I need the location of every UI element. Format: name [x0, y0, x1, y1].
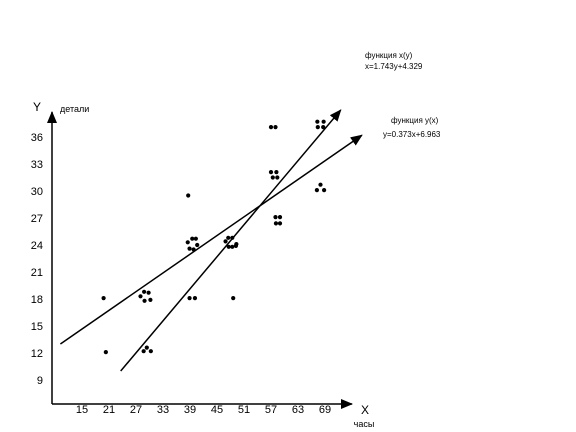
y-tick-labels: 9 12 15 18 21 24 27 30 33 36 [31, 132, 43, 387]
data-point [268, 125, 274, 130]
data-point [148, 349, 153, 354]
y-tick-label: 36 [31, 132, 43, 144]
data-point [230, 244, 235, 249]
series-label-xy-name: функция x(y) [365, 51, 413, 60]
series-label-xy-equation: x=1.743y+4.329 [365, 62, 423, 71]
data-point [230, 235, 235, 240]
series-label-yx-name: функция y(x) [391, 116, 439, 125]
data-point [226, 244, 231, 249]
data-points [101, 119, 327, 355]
x-tick-labels: 15 21 27 33 39 45 51 57 63 69 [76, 404, 331, 416]
data-point [322, 188, 327, 193]
data-point [231, 296, 236, 301]
x-tick-label: 39 [184, 404, 196, 416]
x-tick-label: 21 [103, 404, 115, 416]
data-point [101, 296, 106, 301]
data-point [315, 119, 320, 124]
data-point [277, 221, 283, 226]
data-point [142, 298, 147, 303]
data-point [274, 170, 279, 175]
data-point [226, 235, 231, 240]
x-tick-label: 69 [319, 404, 331, 416]
x-tick-label: 57 [265, 404, 277, 416]
y-tick-label: 24 [31, 240, 43, 252]
data-point [191, 247, 196, 252]
x-tick-label: 33 [157, 404, 169, 416]
data-point [277, 215, 283, 220]
y-tick-label: 18 [31, 294, 43, 306]
data-point [186, 193, 191, 198]
data-point [273, 215, 278, 220]
data-point [321, 119, 326, 124]
x-tick-label: 15 [76, 404, 88, 416]
data-point [144, 345, 149, 350]
x-tick-label: 45 [211, 404, 223, 416]
data-point [321, 125, 326, 130]
data-point [138, 294, 143, 299]
data-point [193, 236, 198, 241]
data-point [270, 175, 275, 180]
data-point [146, 290, 151, 295]
x-tick-label: 51 [238, 404, 250, 416]
regression-line-yx [59, 134, 363, 345]
y-tick-label: 15 [31, 321, 43, 333]
x-axis-label: часы [354, 419, 375, 429]
data-point [187, 246, 192, 251]
data-point [103, 350, 108, 355]
data-point [318, 182, 323, 187]
data-point [192, 296, 198, 301]
data-point [185, 240, 190, 245]
y-tick-label: 9 [37, 375, 43, 387]
data-point [273, 125, 278, 130]
x-tick-label: 63 [292, 404, 304, 416]
data-point [315, 125, 320, 130]
regression-line-xy [120, 109, 342, 372]
y-tick-label: 30 [31, 186, 43, 198]
y-tick-label: 12 [31, 348, 43, 360]
x-tick-label: 27 [130, 404, 142, 416]
series-label-yx-equation: y=0.373x+6.963 [383, 130, 441, 139]
data-point [275, 175, 280, 180]
data-point [268, 170, 274, 175]
data-point [190, 236, 195, 241]
data-point [195, 242, 200, 248]
data-point [273, 221, 279, 226]
data-point [314, 188, 319, 193]
data-point [187, 296, 192, 301]
data-point [233, 243, 238, 248]
y-axis-letter: Y [33, 100, 41, 114]
y-axis-label: детали [60, 104, 89, 114]
y-tick-label: 33 [31, 159, 43, 171]
data-point [223, 239, 228, 244]
x-axis-letter: X [361, 403, 369, 417]
y-tick-label: 21 [31, 267, 43, 279]
y-tick-label: 27 [31, 213, 43, 225]
data-point [142, 289, 147, 294]
data-point [141, 349, 146, 354]
data-point [148, 297, 153, 302]
